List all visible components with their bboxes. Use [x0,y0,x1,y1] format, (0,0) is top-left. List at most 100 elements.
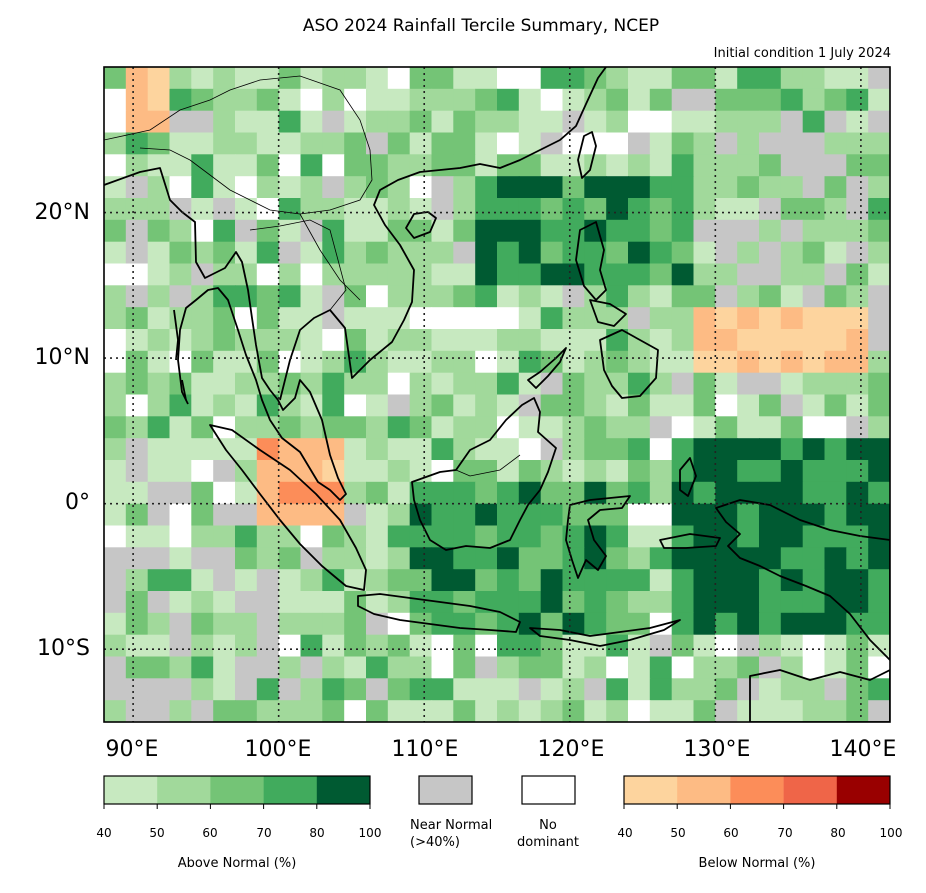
tercile-cell [322,394,345,417]
tercile-cell [824,263,847,286]
tercile-cell [715,285,738,308]
tercile-cell [628,591,651,614]
tercile-cell [780,481,804,505]
tercile-cell [475,372,498,396]
tercile-cell [125,700,149,722]
tercile-cell [606,219,629,243]
tercile-cell [737,678,760,701]
tercile-cell [125,416,149,439]
tercile-cell [584,394,607,417]
tercile-cell [344,176,367,199]
below-tick: 60 [723,826,739,840]
tercile-cell [649,591,673,614]
tercile-cell [628,110,651,134]
tercile-cell [256,503,280,527]
tercile-cell [715,394,738,417]
tercile-cell [562,591,585,614]
tercile-cell [278,263,302,286]
tercile-cell [868,154,890,177]
tercile-cell [104,612,127,636]
tercile-cell [780,88,804,112]
tercile-cell [518,591,542,614]
tercile-cell [366,176,389,199]
tercile-cell [169,503,192,527]
tercile-cell [824,132,847,155]
initial-condition-label: Initial condition 1 July 2024 [713,46,891,61]
tercile-cell [300,569,323,592]
tercile-cell [715,438,738,461]
tercile-cell [562,110,585,134]
tercile-cell [584,416,607,439]
tercile-cell [715,329,738,352]
tercile-cell [235,263,258,286]
tercile-cell [868,198,890,221]
tercile-cell [213,154,236,177]
tercile-cell [366,241,389,265]
tercile-cell [169,350,192,374]
tercile-cell [584,176,607,199]
tercile-cell [235,372,258,396]
tercile-cell [868,700,890,722]
tercile-cell [475,612,498,636]
tercile-cell [584,591,607,614]
tercile-cell [562,700,585,722]
tercile-cell [366,591,389,614]
tercile-cell [628,263,651,286]
tercile-cell [191,612,214,636]
tercile-cell [759,67,782,90]
tercile-cell [737,198,760,221]
tercile-cell [387,110,411,134]
tercile-cell [584,569,607,592]
tercile-cell [780,67,804,90]
tercile-cell [300,700,323,722]
tercile-cell [846,503,869,527]
tercile-cell [540,438,564,461]
tercile-cell [300,88,323,112]
tercile-cell [235,700,258,722]
tercile-cell [671,547,695,570]
tercile-cell [824,700,847,722]
country-borders [104,75,521,477]
below-tick: 50 [670,826,686,840]
tercile-cell [518,481,542,505]
tercile-cell [475,67,498,90]
tercile-cell [366,263,389,286]
tercile-cell [453,460,476,483]
tercile-cell [649,481,673,505]
tercile-cell [780,263,804,286]
tercile-cell [300,350,323,374]
tercile-cell [846,634,869,658]
tercile-cell [104,307,127,330]
tercile-cell [125,656,149,679]
tercile-cell [475,525,498,548]
tercile-cell [649,132,673,155]
tercile-cell [802,612,826,636]
tercile-cell [213,372,236,396]
tercile-cell [256,634,280,658]
tercile-cell [409,329,433,352]
tercile-cell [104,547,127,570]
tercile-cell [824,612,847,636]
tercile-cell [540,503,564,527]
tercile-cell [278,481,302,505]
tercile-cell [213,394,236,417]
tercile-cell [606,678,629,701]
tercile-cell [846,88,869,112]
tercile-cell [147,634,171,658]
tercile-cell [104,67,127,90]
tercile-cell [409,67,433,90]
tercile-cell [147,569,171,592]
tercile-cell [584,460,607,483]
above-normal-outline [103,775,371,805]
tercile-cell [628,394,651,417]
tercile-cell [235,154,258,177]
tercile-cell [628,219,651,243]
tercile-cell [344,88,367,112]
tercile-cell [344,503,367,527]
lat-label-equator: 0° [65,490,90,515]
coastline-taiwan [577,131,597,179]
tercile-cell [606,547,629,570]
tercile-cell [737,591,760,614]
tercile-cell [628,460,651,483]
tercile-cell [213,198,236,221]
